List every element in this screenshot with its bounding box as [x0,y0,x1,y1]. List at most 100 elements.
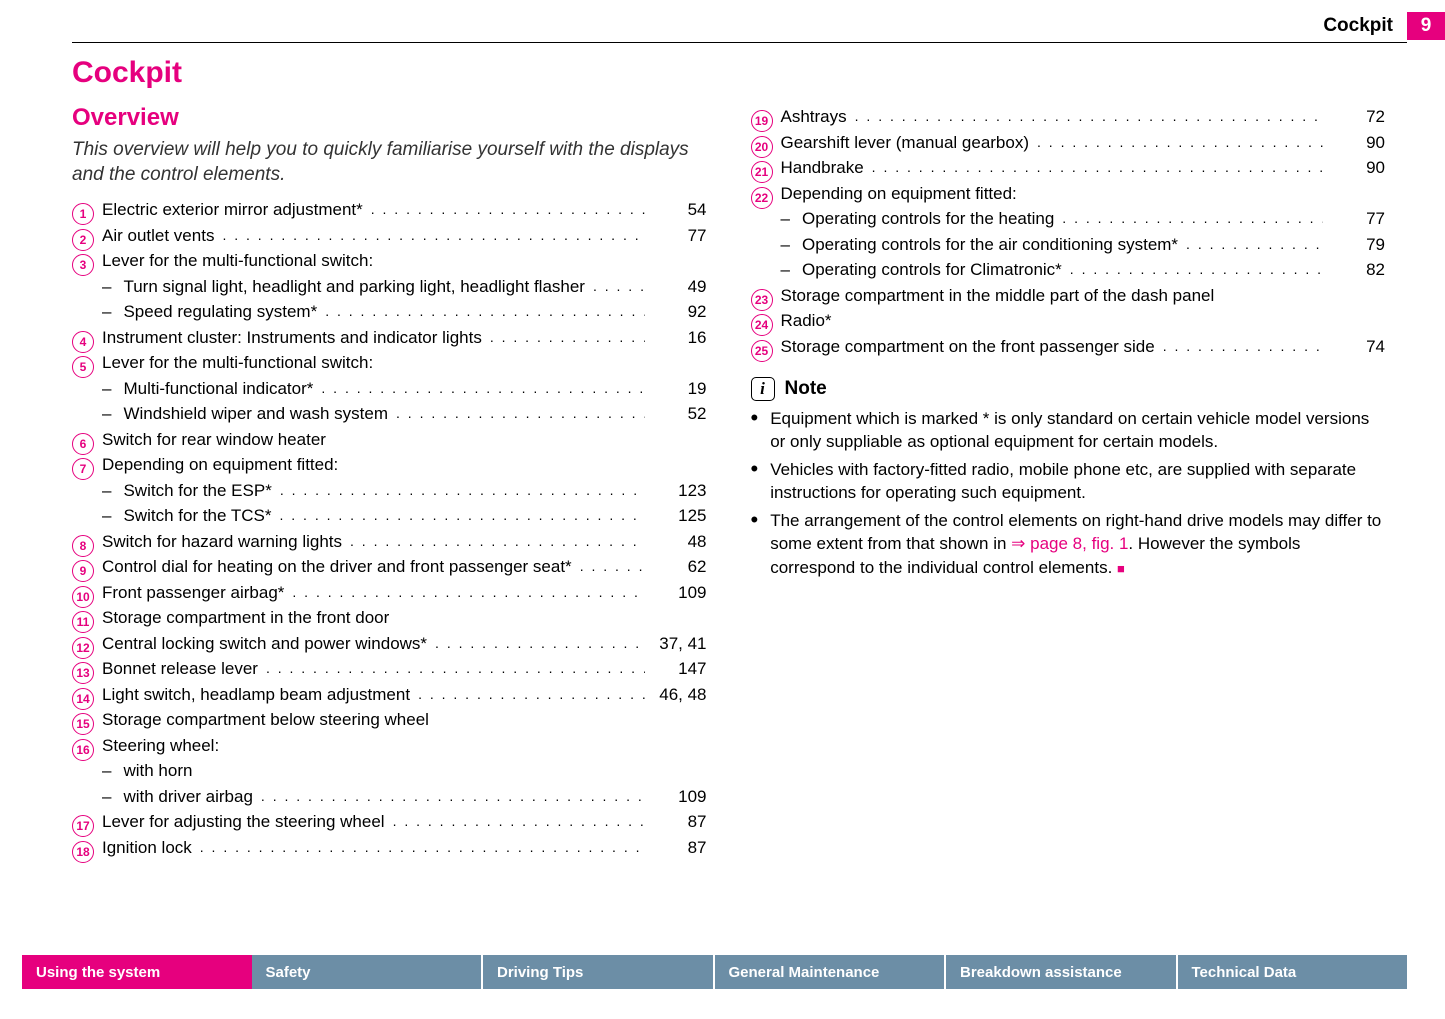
note-body: • Equipment which is marked * is only st… [751,407,1386,579]
page-ref[interactable]: 147 [653,656,707,682]
dot-leader [1186,234,1323,255]
dot-leader [393,811,645,832]
list-item: 17Lever for adjusting the steering wheel… [72,809,707,835]
two-column-layout: Overview This overview will help you to … [72,104,1385,860]
dot-leader [1062,208,1323,229]
tab-driving-tips[interactable]: Driving Tips [483,955,715,989]
header-rule [72,42,1407,43]
tab-using-the-system[interactable]: Using the system [22,955,252,989]
item-number-badge: 12 [72,637,94,659]
list-subitem: –Operating controls for the heating77 [751,206,1386,232]
item-label: Operating controls for the air condition… [802,232,1178,258]
page-ref-link[interactable]: ⇒ page 8, fig. 1 [1011,534,1128,553]
note-text: Vehicles with factory-fitted radio, mobi… [770,458,1385,505]
item-label: Radio* [781,308,832,334]
page-ref[interactable]: 109 [653,784,707,810]
page-ref[interactable]: 62 [653,554,707,580]
dot-leader [266,658,645,679]
overview-list-left: 1Electric exterior mirror adjustment*542… [72,197,707,860]
dot-leader [580,556,645,577]
dot-leader [280,480,645,501]
page-ref[interactable]: 92 [653,299,707,325]
page-content: Cockpit Overview This overview will help… [72,56,1385,937]
item-number-badge: 24 [751,314,773,336]
bullet-dot: • [751,509,759,579]
list-item: 8Switch for hazard warning lights48 [72,529,707,555]
list-subitem: –Multi-functional indicator*19 [72,376,707,402]
page-ref[interactable]: 48 [653,529,707,555]
page-ref[interactable]: 37, 41 [653,631,707,657]
page-ref[interactable]: 90 [1331,155,1385,181]
item-number-badge: 4 [72,331,94,353]
page-ref[interactable]: 77 [653,223,707,249]
list-subitem: –Switch for the TCS*125 [72,503,707,529]
item-label: Bonnet release lever [102,656,258,682]
tab-breakdown-assistance[interactable]: Breakdown assistance [946,955,1178,989]
tab-general-maintenance[interactable]: General Maintenance [715,955,947,989]
dot-leader [350,531,644,552]
dot-leader [222,225,644,246]
dot-leader [200,837,645,858]
item-label: Windshield wiper and wash system [123,401,388,427]
dot-leader [435,633,644,654]
item-label: with horn [123,758,192,784]
page-ref[interactable]: 90 [1331,130,1385,156]
page-ref[interactable]: 72 [1331,104,1385,130]
page-ref[interactable]: 87 [653,809,707,835]
item-number-badge: 10 [72,586,94,608]
list-item: 12Central locking switch and power windo… [72,631,707,657]
list-item: 9Control dial for heating on the driver … [72,554,707,580]
page-ref[interactable]: 109 [653,580,707,606]
list-item: 15Storage compartment below steering whe… [72,707,707,733]
list-item: 14Light switch, headlamp beam adjustment… [72,682,707,708]
intro-text: This overview will help you to quickly f… [72,138,707,187]
page-ref[interactable]: 46, 48 [653,682,707,708]
dot-leader [396,403,644,424]
page-ref[interactable]: 82 [1331,257,1385,283]
list-item: 25Storage compartment on the front passe… [751,334,1386,360]
page-ref[interactable]: 87 [653,835,707,861]
item-label: Operating controls for Climatronic* [802,257,1062,283]
item-label: Front passenger airbag* [102,580,284,606]
list-item: 6Switch for rear window heater [72,427,707,453]
list-item: 18Ignition lock87 [72,835,707,861]
note-heading: i Note [751,377,1386,401]
item-label: Multi-functional indicator* [123,376,313,402]
item-number-badge: 25 [751,340,773,362]
item-label: Storage compartment below steering wheel [102,707,429,733]
page-ref[interactable]: 123 [653,478,707,504]
item-label: Gearshift lever (manual gearbox) [781,130,1030,156]
dot-leader [593,276,645,297]
page-ref[interactable]: 52 [653,401,707,427]
page-ref[interactable]: 16 [653,325,707,351]
dot-leader [261,786,645,807]
item-number-badge: 23 [751,289,773,311]
page-ref[interactable]: 19 [653,376,707,402]
item-label: Ashtrays [781,104,847,130]
page-ref[interactable]: 74 [1331,334,1385,360]
item-label: Storage compartment in the middle part o… [781,283,1215,309]
page-ref[interactable]: 49 [653,274,707,300]
item-label: Depending on equipment fitted: [781,181,1017,207]
page-ref[interactable]: 125 [653,503,707,529]
note-text: Equipment which is marked * is only stan… [770,407,1385,454]
list-subitem: –Operating controls for Climatronic*82 [751,257,1386,283]
list-item: 13Bonnet release lever147 [72,656,707,682]
list-subitem: –Turn signal light, headlight and parkin… [72,274,707,300]
info-icon: i [751,377,775,401]
note-bullet: • Vehicles with factory-fitted radio, mo… [751,458,1386,505]
list-item: 23 Storage compartment in the middle part… [751,283,1386,309]
list-item: 10 Front passenger airbag* 109 [72,580,707,606]
dot-leader [1037,132,1323,153]
page-ref[interactable]: 79 [1331,232,1385,258]
dot-leader [1163,336,1323,357]
end-square-icon: ■ [1117,561,1125,576]
tab-technical-data[interactable]: Technical Data [1178,955,1408,989]
item-number-badge: 20 [751,136,773,158]
page-ref[interactable]: 54 [653,197,707,223]
dash-icon: – [102,401,115,427]
page-ref[interactable]: 77 [1331,206,1385,232]
tab-safety[interactable]: Safety [252,955,484,989]
dot-leader [855,106,1323,127]
item-label: Steering wheel: [102,733,219,759]
